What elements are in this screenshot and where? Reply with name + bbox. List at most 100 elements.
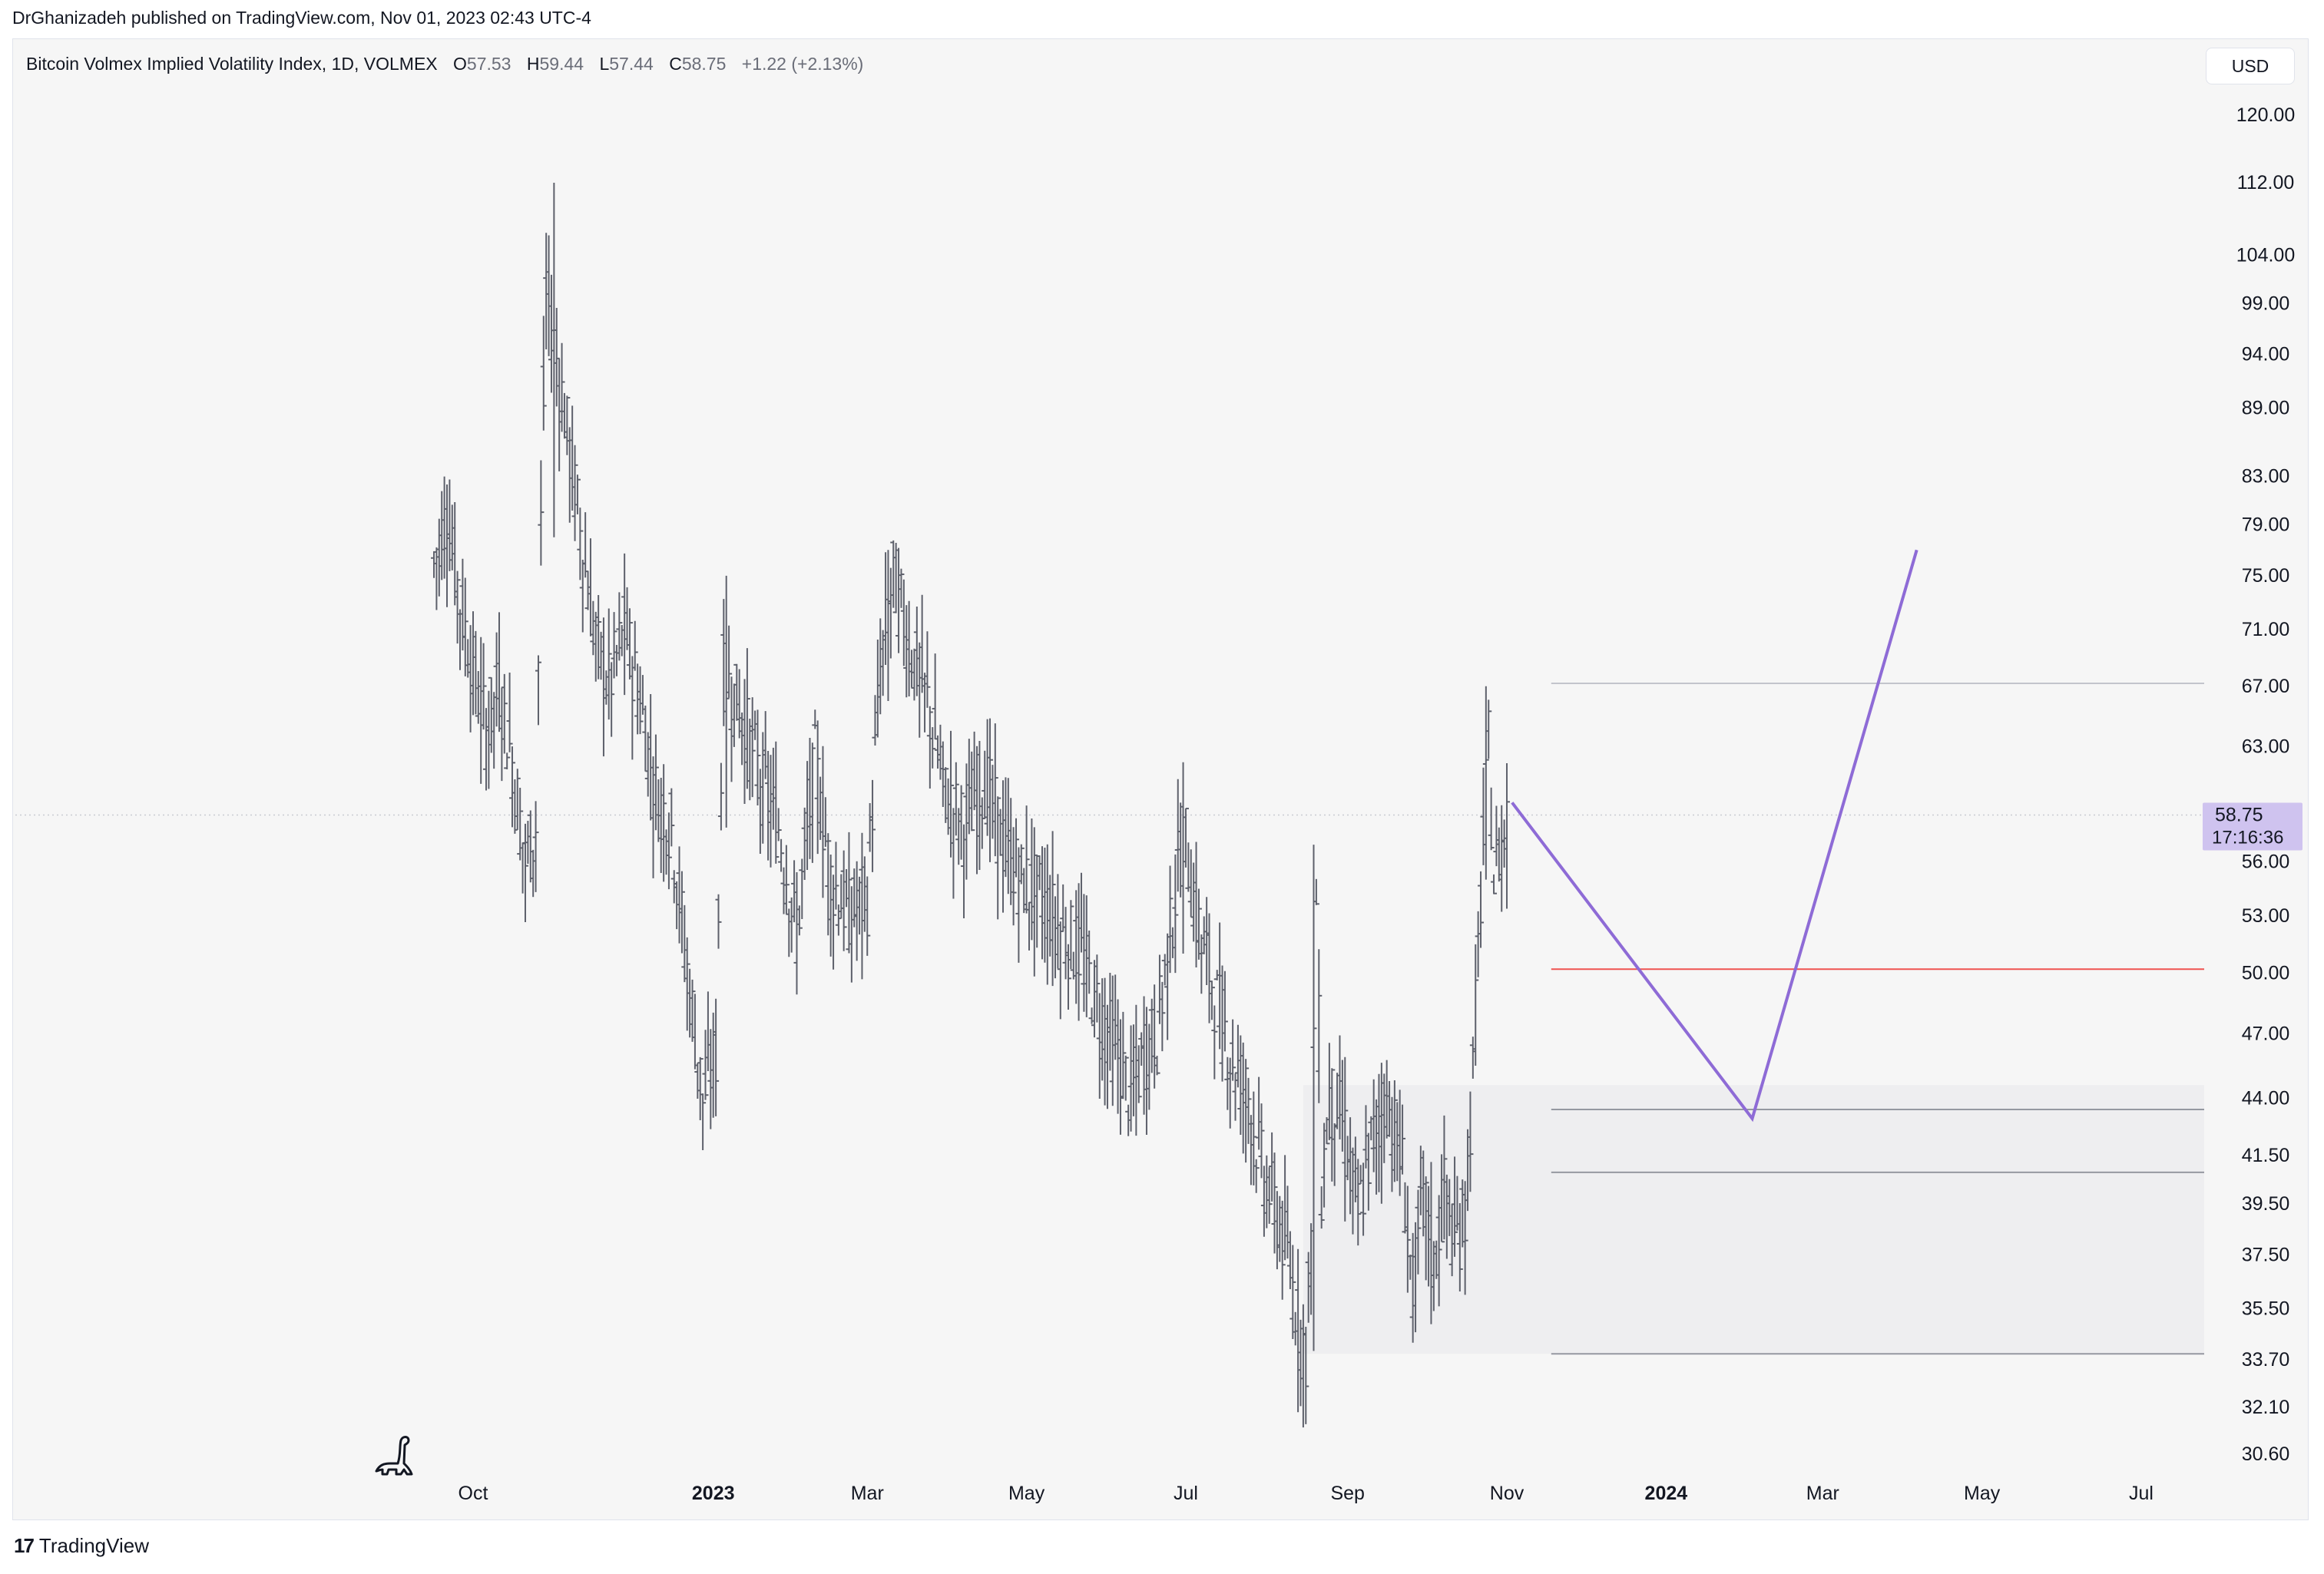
close-label: C bbox=[669, 54, 682, 74]
last-price-value: 58.75 bbox=[2215, 805, 2263, 826]
ohlc-bar bbox=[616, 592, 623, 661]
ohlc-bar bbox=[833, 842, 839, 910]
ohlc-bar bbox=[521, 823, 528, 922]
ohlc-bar bbox=[715, 894, 722, 949]
ohlc-bar bbox=[506, 673, 513, 752]
ohlc-bar bbox=[595, 595, 602, 680]
ohlc-bar bbox=[1391, 1080, 1398, 1182]
ohlc-bar bbox=[1316, 949, 1323, 1103]
ohlc-bar bbox=[864, 876, 871, 956]
zone-layer bbox=[15, 814, 2204, 1354]
projection-path bbox=[1511, 549, 1918, 1123]
ohlc-bar bbox=[1485, 699, 1492, 759]
ohlc-bar bbox=[1313, 878, 1319, 905]
ohlc-bar bbox=[605, 608, 612, 720]
ohlc-bar bbox=[1318, 1186, 1325, 1229]
ohlc-bar bbox=[1221, 971, 1228, 1052]
ohlc-bar bbox=[564, 395, 571, 455]
ohlc-bar bbox=[702, 1030, 709, 1100]
x-tick-label: Jul bbox=[1174, 1483, 1198, 1504]
y-axis: 120.00 112.00 104.00 99.00 94.00 89.00 83.00 79… bbox=[2236, 104, 2295, 1465]
x-tick-label: 2024 bbox=[1645, 1483, 1688, 1504]
ohlc-bar bbox=[462, 577, 468, 676]
ohlc-bar bbox=[700, 1093, 707, 1150]
ohlc-bar bbox=[1120, 1011, 1127, 1099]
ohlc-bar bbox=[825, 833, 832, 936]
ohlc-bar bbox=[796, 905, 803, 936]
ohlc-bar bbox=[1182, 808, 1189, 868]
bar-countdown: 17:16:36 bbox=[2212, 828, 2283, 848]
y-tick-label: 67.00 bbox=[2242, 676, 2290, 697]
ohlc-bar bbox=[1135, 1045, 1142, 1103]
x-tick-label: Oct bbox=[459, 1483, 488, 1504]
y-tick-label: 79.00 bbox=[2242, 514, 2290, 536]
x-tick-label: Mar bbox=[1806, 1483, 1839, 1504]
ohlc-bar bbox=[717, 762, 724, 831]
ohlc-bar bbox=[942, 767, 949, 823]
ohlc-bar bbox=[532, 801, 539, 892]
ohlc-bar bbox=[1154, 1056, 1160, 1076]
ohlc-bar bbox=[898, 568, 905, 608]
x-tick-label: Jul bbox=[2129, 1483, 2154, 1504]
ohlc-bar bbox=[749, 697, 756, 798]
tradingview-logo[interactable]: 17 TradingView bbox=[14, 1534, 149, 1558]
ohlc-bar bbox=[773, 741, 780, 864]
y-tick-label: 33.70 bbox=[2242, 1349, 2290, 1371]
ohlc-bar bbox=[538, 460, 545, 566]
currency-button[interactable]: USD bbox=[2206, 48, 2295, 84]
symbol-name: Bitcoin Volmex Implied Volatility Index,… bbox=[26, 54, 438, 74]
y-tick-label: 35.50 bbox=[2242, 1298, 2290, 1319]
y-tick-label: 39.50 bbox=[2242, 1193, 2290, 1215]
ohlc-bar bbox=[783, 845, 790, 914]
ohlc-bar bbox=[684, 937, 690, 1031]
low-label: L bbox=[599, 54, 610, 74]
ohlc-bar bbox=[501, 673, 508, 754]
x-tick-label: 2023 bbox=[692, 1483, 735, 1504]
ohlc-bar bbox=[1456, 1203, 1463, 1291]
y-tick-label: 50.00 bbox=[2242, 962, 2290, 984]
ohlc-bar bbox=[948, 730, 955, 858]
ohlc-bar bbox=[611, 612, 617, 679]
ohlc-bar bbox=[1195, 888, 1202, 960]
ohlc-bar bbox=[1122, 1055, 1129, 1101]
close-value: 58.75 bbox=[681, 54, 727, 74]
ohlc-bar bbox=[926, 706, 933, 789]
x-tick-label: Nov bbox=[1490, 1483, 1525, 1504]
y-tick-label: 32.10 bbox=[2242, 1397, 2290, 1418]
last-price-tag bbox=[2203, 802, 2302, 851]
ohlc-bar bbox=[924, 631, 931, 708]
demand-zone bbox=[1303, 1085, 2204, 1354]
ohlc-bars bbox=[431, 183, 1511, 1428]
ohlc-bar bbox=[723, 575, 730, 828]
ohlc-bar bbox=[1399, 1104, 1406, 1175]
ohlc-bar bbox=[1478, 871, 1485, 948]
ohlc-bar bbox=[1064, 944, 1071, 1010]
ohlc-bar bbox=[665, 812, 672, 890]
ohlc-bar bbox=[1172, 854, 1179, 974]
ohlc-bar bbox=[1023, 805, 1030, 914]
ohlc-bar bbox=[608, 662, 615, 737]
ohlc-bar bbox=[830, 875, 837, 970]
ohlc-bar bbox=[1258, 1103, 1265, 1179]
ohlc-bar bbox=[1271, 1152, 1278, 1254]
high-label: H bbox=[526, 54, 540, 74]
tradingview-mark-icon: 17 bbox=[14, 1534, 35, 1557]
ohlc-bar bbox=[514, 769, 521, 831]
x-tick-label: Mar bbox=[851, 1483, 884, 1504]
x-axis: Oct 2023 Mar May Jul Sep Nov 2024 Mar May Jul bbox=[459, 1483, 2154, 1504]
y-tick-label: 89.00 bbox=[2242, 397, 2290, 418]
ohlc-bar bbox=[1018, 844, 1025, 885]
ohlc-bar bbox=[1094, 954, 1101, 1023]
ohlc-bar bbox=[1208, 980, 1215, 1020]
ohlc-bar bbox=[626, 608, 633, 680]
ohlc-bar bbox=[631, 620, 638, 671]
ohlc-bar bbox=[1049, 831, 1056, 987]
high-value: 59.44 bbox=[539, 54, 584, 74]
projection-layer bbox=[1511, 549, 1918, 1123]
ohlc-bar bbox=[840, 850, 847, 951]
x-tick-label: Sep bbox=[1330, 1483, 1364, 1504]
change-value: +1.22 (+2.13%) bbox=[741, 54, 864, 74]
ohlc-bar bbox=[1086, 931, 1093, 994]
